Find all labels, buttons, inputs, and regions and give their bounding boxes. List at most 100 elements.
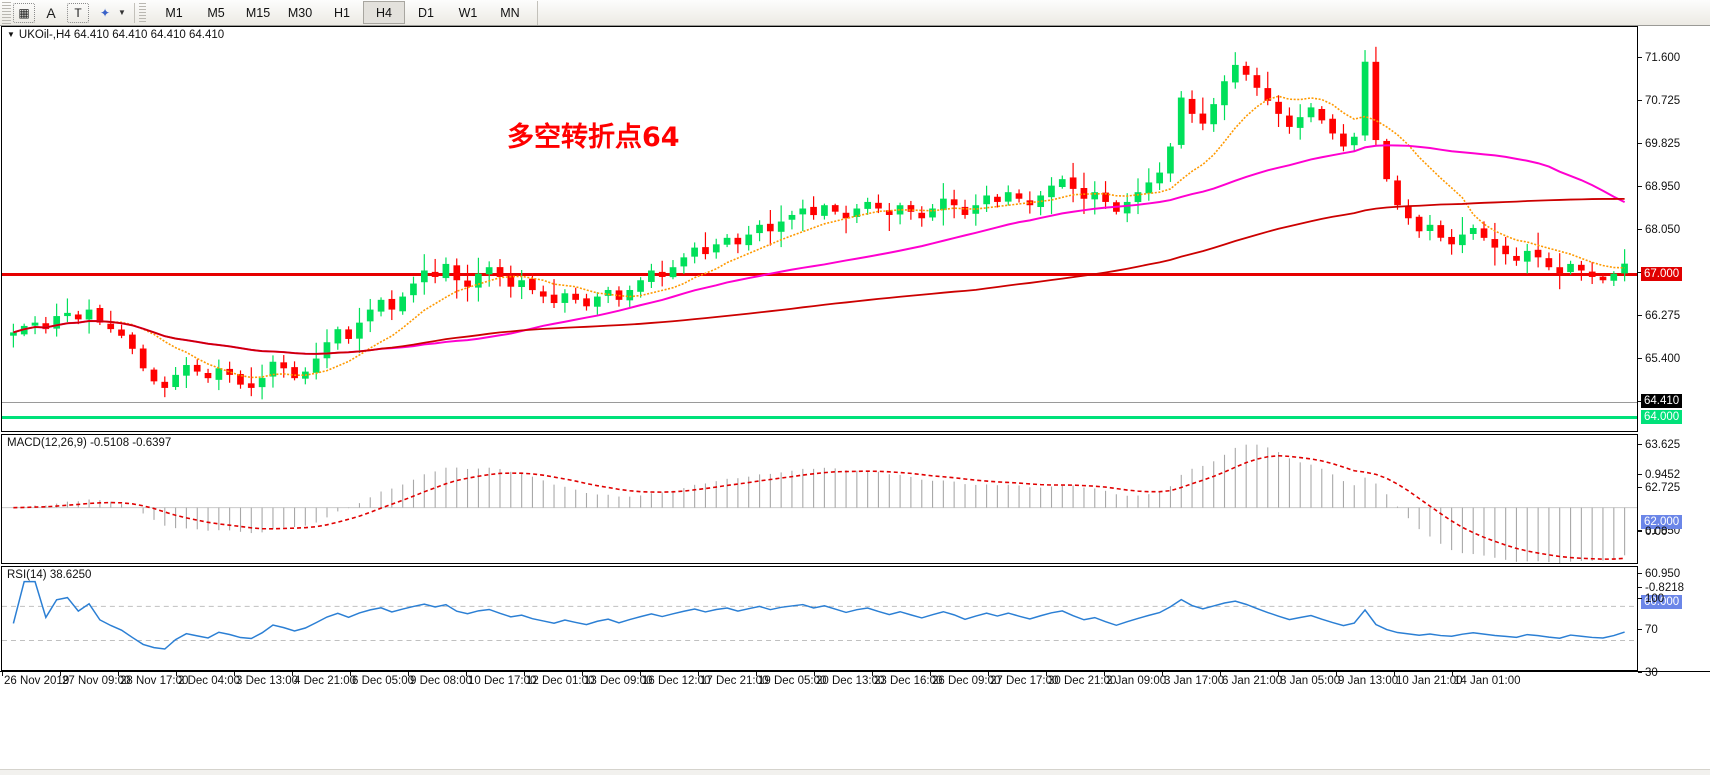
- time-tick-label: 12 Dec 01:00: [526, 675, 595, 687]
- price-tick: 69.825: [1638, 138, 1710, 150]
- time-tick-label: 19 Dec 05:00: [758, 675, 827, 687]
- price-candles-layer: [10, 46, 1628, 400]
- objects-icon[interactable]: ✦: [99, 5, 111, 20]
- timeframe-grip-handle[interactable]: [139, 2, 146, 23]
- time-tick-mark: [292, 672, 293, 676]
- time-tick-label: 27 Nov 09:00: [62, 675, 131, 687]
- time-tick-mark: [408, 672, 409, 676]
- time-tick-label: 3 Dec 13:00: [236, 675, 299, 687]
- time-tick-mark: [814, 672, 815, 676]
- time-tick-label: 16 Dec 12:00: [642, 675, 711, 687]
- time-tick-label: 6 Dec 05:00: [352, 675, 415, 687]
- time-tick-mark: [1336, 672, 1337, 676]
- rsi-label: RSI(14) 38.6250: [7, 569, 92, 581]
- timeframe-mn[interactable]: MN: [500, 5, 520, 20]
- price-tick: 70.725: [1638, 95, 1710, 107]
- time-tick-label: 2 Jan 09:00: [1106, 675, 1167, 687]
- time-tick-mark: [988, 672, 989, 676]
- time-tick-label: 8 Jan 05:00: [1280, 675, 1341, 687]
- time-tick-mark: [582, 672, 583, 676]
- indicator-tick: 70: [1638, 624, 1658, 636]
- timeframe-h4[interactable]: H4: [363, 1, 405, 24]
- time-tick-mark: [930, 672, 931, 676]
- indicator-tick: 0.00: [1638, 526, 1667, 538]
- price-level-60[interactable]: 60.000: [1641, 595, 1683, 609]
- time-tick-label: 13 Dec 09:00: [584, 675, 653, 687]
- macd-pane[interactable]: MACD(12,26,9) -0.5108 -0.6397: [1, 434, 1638, 564]
- timeframe-m5[interactable]: M5: [207, 5, 225, 20]
- price-level-64[interactable]: 64.000: [1641, 410, 1683, 424]
- current-price-line: [2, 402, 1637, 403]
- price-tick: 68.050: [1638, 224, 1710, 236]
- time-tick-mark: [756, 672, 757, 676]
- time-tick-mark: [872, 672, 873, 676]
- indicator-tick: 0.9452: [1638, 469, 1680, 481]
- grid-icon[interactable]: ▦: [13, 2, 35, 23]
- time-tick-label: 4 Dec 21:00: [294, 675, 357, 687]
- time-tick-label: 30 Dec 21:00: [1048, 675, 1117, 687]
- time-tick-mark: [1104, 672, 1105, 676]
- time-tick-label: 3 Jan 17:00: [1164, 675, 1225, 687]
- timeframe-h1[interactable]: H1: [334, 5, 350, 20]
- price-tick: 68.950: [1638, 181, 1710, 193]
- macd-label: MACD(12,26,9) -0.5108 -0.6397: [7, 437, 172, 449]
- time-tick-mark: [1394, 672, 1395, 676]
- time-tick-mark: [176, 672, 177, 676]
- time-tick-label: 9 Jan 13:00: [1338, 675, 1399, 687]
- timeframe-d1[interactable]: D1: [418, 5, 434, 20]
- time-tick-mark: [1162, 672, 1163, 676]
- chart-area[interactable]: ▼ UKOil-,H4 64.410 64.410 64.410 64.410 多…: [0, 26, 1710, 775]
- timeframe-w1[interactable]: W1: [458, 5, 478, 20]
- time-tick-mark: [1220, 672, 1221, 676]
- timeframe-m15[interactable]: M15: [245, 5, 271, 20]
- current-price-64410[interactable]: 64.410: [1641, 394, 1683, 408]
- text-tool-icon[interactable]: A: [46, 4, 56, 21]
- timeframe-m1[interactable]: M1: [165, 5, 183, 20]
- toolbar: ▦ A T ✦ ▼ M1 M5 M15 M30 H1 H4 D1 W1 MN: [0, 0, 1710, 26]
- price-axis[interactable]: 71.60070.72569.82568.95068.05067.17566.2…: [1638, 26, 1710, 671]
- rsi-pane[interactable]: RSI(14) 38.6250: [1, 566, 1638, 671]
- time-tick-label: 28 Nov 17:00: [120, 675, 189, 687]
- rsi-line-layer: [2, 580, 1637, 650]
- macd-histogram-layer: [2, 444, 1637, 563]
- indicator-tick: 100: [1638, 593, 1664, 605]
- time-tick-label: 17 Dec 21:00: [700, 675, 769, 687]
- time-tick-label: 26 Nov 2019: [4, 675, 70, 687]
- time-tick-mark: [234, 672, 235, 676]
- time-tick-label: 23 Dec 16:00: [874, 675, 943, 687]
- price-pane[interactable]: ▼ UKOil-,H4 64.410 64.410 64.410 64.410 多…: [1, 26, 1638, 604]
- price-level-67[interactable]: 67.000: [1641, 267, 1683, 281]
- time-tick-mark: [466, 672, 467, 676]
- horizontal-scrollbar[interactable]: [0, 769, 1710, 775]
- time-tick-mark: [524, 672, 525, 676]
- time-tick-mark: [1452, 672, 1453, 676]
- time-tick-label: 10 Jan 21:00: [1396, 675, 1463, 687]
- indicator-tick: 30: [1638, 667, 1658, 679]
- time-tick-label: 10 Dec 17:00: [468, 675, 537, 687]
- time-tick-mark: [2, 672, 3, 676]
- indicator-tick: -0.8218: [1638, 582, 1684, 594]
- chevron-down-icon[interactable]: ▼: [118, 8, 126, 17]
- toolbar-grip-handle[interactable]: [2, 1, 11, 24]
- collapse-triangle-icon[interactable]: ▼: [7, 30, 15, 40]
- time-tick-mark: [60, 672, 61, 676]
- level-line-67: [2, 273, 1637, 276]
- price-level-62[interactable]: 62.000: [1641, 515, 1683, 529]
- timeframe-m30[interactable]: M30: [287, 5, 313, 20]
- time-tick-label: 2 Dec 04:00: [178, 675, 241, 687]
- time-tick-mark: [118, 672, 119, 676]
- price-tick: 63.625: [1638, 439, 1710, 451]
- time-tick-label: 6 Jan 21:00: [1222, 675, 1283, 687]
- time-tick-mark: [350, 672, 351, 676]
- time-tick-label: 14 Jan 01:00: [1454, 675, 1521, 687]
- price-tick: 62.725: [1638, 482, 1710, 494]
- time-axis[interactable]: 26 Nov 2019 27 Nov 09:00 28 Nov 17:00 2 Dec…: [0, 671, 1710, 701]
- price-tick: 60.950: [1638, 568, 1710, 580]
- label-tool-icon[interactable]: T: [67, 2, 89, 23]
- time-tick-mark: [1046, 672, 1047, 676]
- level-line-64: [2, 416, 1637, 419]
- time-tick-label: 26 Dec 09:00: [932, 675, 1001, 687]
- time-tick-label: 20 Dec 13:00: [816, 675, 885, 687]
- time-tick-mark: [698, 672, 699, 676]
- time-tick-label: 27 Dec 17:00: [990, 675, 1059, 687]
